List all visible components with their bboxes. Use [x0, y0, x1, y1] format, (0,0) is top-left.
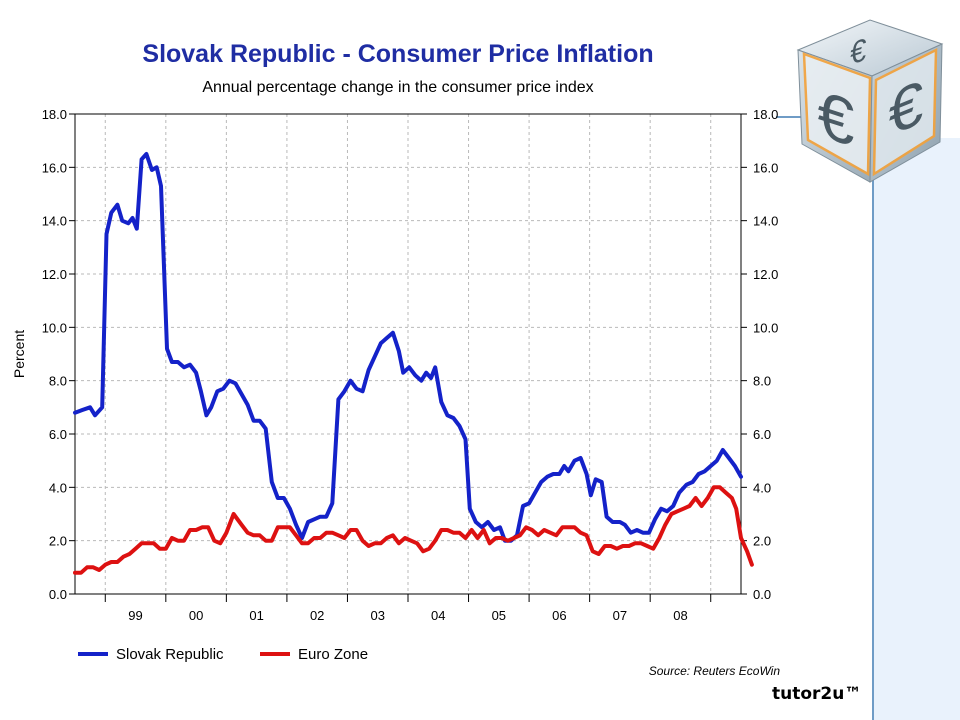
y-tick-label-left: 12.0: [42, 267, 67, 282]
euro-cube-icon: € € €: [796, 19, 944, 183]
y-axis-label: Percent: [11, 330, 27, 378]
series-line-slovak-republic: [73, 152, 743, 543]
y-tick-label-left: 16.0: [42, 160, 67, 175]
y-tick-label-right: 18.0: [753, 107, 778, 122]
y-tick-label-left: 6.0: [49, 427, 67, 442]
y-tick-label-right: 14.0: [753, 214, 778, 229]
source-note: Source: Reuters EcoWin: [649, 664, 781, 678]
euro-glyph-top: €: [850, 31, 867, 72]
y-tick-label-right: 2.0: [753, 534, 771, 549]
chart-subtitle: Annual percentage change in the consumer…: [202, 79, 593, 96]
legend: Slovak Republic Euro Zone: [78, 646, 368, 663]
y-tick-label-right: 0.0: [753, 587, 771, 602]
y-tick-label-left: 14.0: [42, 214, 67, 229]
side-panel: [872, 138, 960, 720]
x-tick-label: 02: [310, 608, 324, 623]
y-axis-left: 0.0 2.0 4.0 6.0 8.0 10.0 12.0 14.0 16.0 18.0: [42, 107, 75, 602]
x-tick-label: 04: [431, 608, 445, 623]
y-tick-label-left: 0.0: [49, 587, 67, 602]
chart-title: Slovak Republic - Consumer Price Inflati…: [142, 40, 653, 68]
y-tick-label-left: 4.0: [49, 480, 67, 495]
y-tick-label-right: 12.0: [753, 267, 778, 282]
y-axis-right: 0.0 2.0 4.0 6.0 8.0 10.0 12.0 14.0 16.0 18.0: [741, 107, 778, 602]
gridlines: [75, 114, 741, 594]
x-tick-label: 99: [128, 608, 142, 623]
legend-label-slovak: Slovak Republic: [116, 646, 224, 663]
y-tick-label-left: 2.0: [49, 534, 67, 549]
brand-logo: tutor2u™: [772, 684, 862, 704]
x-tick-label: 00: [189, 608, 203, 623]
x-axis: 99 00 01 02 03 04 05 06 07 08: [104, 594, 712, 623]
x-tick-label: 01: [249, 608, 263, 623]
x-tick-label: 08: [673, 608, 687, 623]
y-tick-label-right: 8.0: [753, 374, 771, 389]
x-tick-label: 05: [492, 608, 506, 623]
euro-glyph-left: €: [818, 77, 855, 162]
y-tick-label-left: 18.0: [42, 107, 67, 122]
y-tick-label-right: 16.0: [753, 160, 778, 175]
x-tick-label: 03: [370, 608, 384, 623]
y-tick-label-left: 10.0: [42, 320, 67, 335]
series-line-euro-zone: [73, 485, 754, 575]
y-tick-label-right: 4.0: [753, 480, 771, 495]
y-tick-label-left: 8.0: [49, 374, 67, 389]
y-tick-label-right: 6.0: [753, 427, 771, 442]
x-tick-label: 06: [552, 608, 566, 623]
y-tick-label-right: 10.0: [753, 320, 778, 335]
euro-glyph-right: €: [889, 66, 923, 149]
series-lines: [73, 152, 754, 575]
legend-label-euro: Euro Zone: [298, 646, 368, 663]
x-tick-label: 07: [613, 608, 627, 623]
